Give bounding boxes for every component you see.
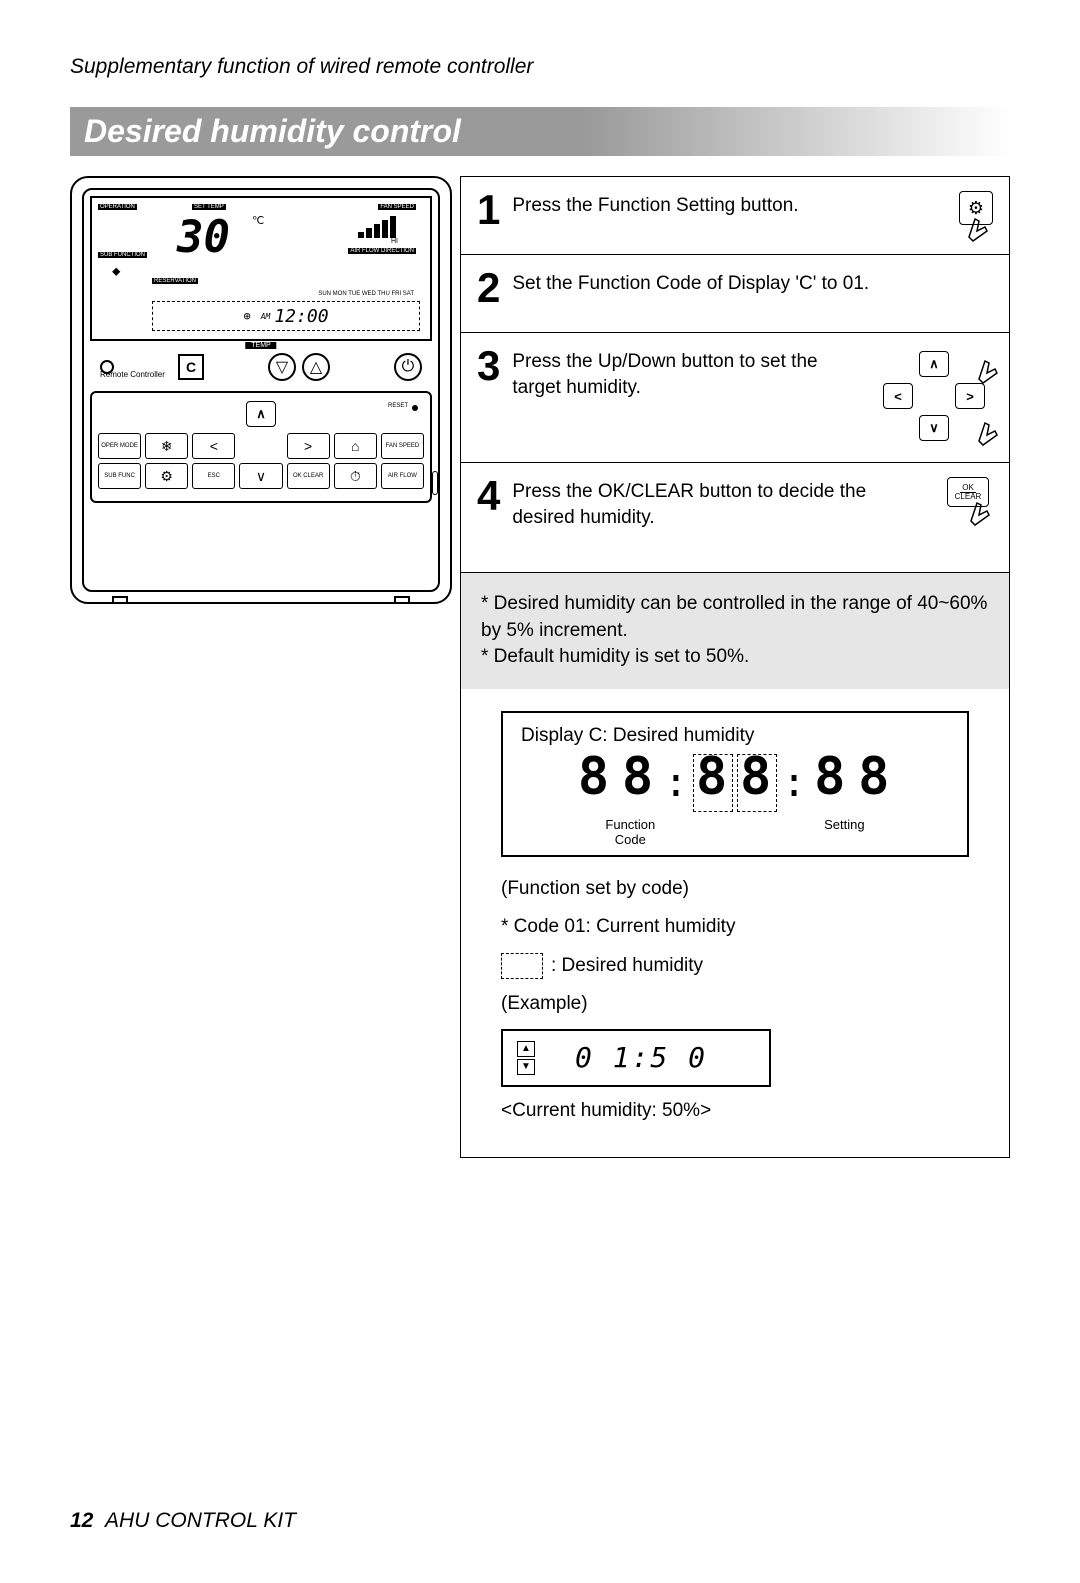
- step-2-number: 2: [477, 269, 500, 316]
- hand-pointer-icon: [959, 491, 999, 531]
- note-1: * Desired humidity can be controlled in …: [481, 591, 989, 644]
- remote-controller-label: Remote Controller: [100, 370, 165, 379]
- section-header: Supplementary function of wired remote c…: [70, 55, 1010, 79]
- display-c-section: Display C: Desired humidity : : Function…: [461, 689, 1009, 1158]
- hand-pointer-icon: [957, 207, 997, 247]
- ok-clear-button[interactable]: OK CLEAR: [287, 463, 330, 489]
- steps-panel: 1 Press the Function Setting button. ⚙ 2…: [460, 176, 1010, 1158]
- home-button[interactable]: ⌂: [334, 433, 377, 459]
- fan-speed-button[interactable]: FAN SPEED: [381, 433, 424, 459]
- reset-button[interactable]: [412, 405, 418, 411]
- hinge-right: [394, 596, 410, 604]
- degree-c: ℃: [252, 214, 264, 227]
- page-number: 12: [70, 1509, 93, 1532]
- step-3-number: 3: [477, 347, 500, 446]
- function-setting-button[interactable]: ⚙: [145, 463, 188, 489]
- seven-seg-display: : :: [521, 755, 949, 811]
- step-4-icon: OKCLEAR: [883, 477, 993, 556]
- sub-func-button[interactable]: SUB FUNC: [98, 463, 141, 489]
- dpad-left: <: [883, 383, 913, 409]
- example-arrow-icons: ▲▼: [517, 1041, 535, 1075]
- step-3-text: Press the Up/Down button to set the targ…: [512, 347, 851, 446]
- set-temp-label: SET TEMP: [192, 204, 226, 210]
- remote-illustration-col: OPERATION SET TEMP FAN SPEED SUB FUNCTIO…: [70, 176, 460, 1158]
- lcd-temp-value: 30: [177, 212, 230, 263]
- page-title: Desired humidity control: [70, 107, 1010, 156]
- remote-controller: OPERATION SET TEMP FAN SPEED SUB FUNCTIO…: [70, 176, 452, 604]
- note-2: * Default humidity is set to 50%.: [481, 644, 989, 671]
- step-4: 4 Press the OK/CLEAR button to decide th…: [461, 463, 1009, 573]
- example-box: ▲▼ 0 1:5 0: [501, 1029, 771, 1087]
- air-flow-button[interactable]: AIR FLOW: [381, 463, 424, 489]
- timer-button[interactable]: ⏱: [334, 463, 377, 489]
- function-code-label: Function Code: [605, 817, 655, 847]
- up-button[interactable]: ∧: [246, 401, 276, 427]
- example-caption: <Current humidity: 50%>: [501, 1097, 969, 1126]
- ir-window: [432, 471, 438, 495]
- vent-button[interactable]: ❄: [145, 433, 188, 459]
- temp-label: TEMP: [245, 342, 276, 349]
- page-footer: 12 AHU CONTROL KIT: [70, 1509, 296, 1533]
- air-flow-dir-label: AIR FLOW DIRECTION: [348, 248, 416, 254]
- remote-inner: OPERATION SET TEMP FAN SPEED SUB FUNCTIO…: [82, 188, 440, 592]
- step-3-icon: ∧ < > ∨: [863, 347, 993, 446]
- button-panel: RESET ∧ OPER MODE ❄ < > ⌂ FAN SPEED SUB …: [90, 391, 432, 503]
- step-4-number: 4: [477, 477, 500, 556]
- sub-function-label: SUB FUNCTION: [98, 252, 147, 258]
- desired-humidity-legend: : Desired humidity: [501, 952, 969, 981]
- reset-label: RESET: [388, 403, 408, 409]
- content-row: OPERATION SET TEMP FAN SPEED SUB FUNCTIO…: [70, 176, 1010, 1158]
- function-set-by-code: (Function set by code): [501, 875, 969, 904]
- step-1-icon: ⚙: [883, 191, 993, 238]
- step-1-number: 1: [477, 191, 500, 238]
- right-button[interactable]: >: [287, 433, 330, 459]
- left-button[interactable]: <: [192, 433, 235, 459]
- dashed-box-icon: [501, 953, 543, 979]
- hi-label: HI: [391, 238, 398, 245]
- hand-pointer-icon: [967, 349, 1007, 389]
- clock-display: ⊕ AM 12:00: [152, 301, 420, 331]
- fan-speed-bars: [358, 216, 416, 238]
- oper-mode-button[interactable]: OPER MODE: [98, 433, 141, 459]
- temp-up-button[interactable]: △: [302, 353, 330, 381]
- power-button[interactable]: ⏻: [394, 353, 422, 381]
- temp-down-button[interactable]: ▽: [268, 353, 296, 381]
- notes-box: * Desired humidity can be controlled in …: [461, 573, 1009, 689]
- hinge-left: [112, 596, 128, 604]
- step-1: 1 Press the Function Setting button. ⚙: [461, 177, 1009, 255]
- step-2: 2 Set the Function Code of Display 'C' t…: [461, 255, 1009, 333]
- c-display: C: [178, 354, 204, 380]
- setting-label: Setting: [824, 817, 864, 847]
- dpad-down: ∨: [919, 415, 949, 441]
- code-01-text: * Code 01: Current humidity: [501, 913, 969, 942]
- control-row-1: C ▽ △ ⏻: [90, 349, 432, 385]
- operation-label: OPERATION: [98, 204, 137, 210]
- footer-title: AHU CONTROL KIT: [105, 1509, 296, 1532]
- sub-func-icon: ⬥: [112, 264, 120, 279]
- example-value: 0 1:5 0: [575, 1041, 707, 1074]
- lcd-panel: OPERATION SET TEMP FAN SPEED SUB FUNCTIO…: [90, 196, 432, 341]
- dpad-up: ∧: [919, 351, 949, 377]
- esc-button[interactable]: ESC: [192, 463, 235, 489]
- fan-speed-label: FAN SPEED: [378, 204, 416, 210]
- down-button[interactable]: ∨: [239, 463, 282, 489]
- step-4-text: Press the OK/CLEAR button to decide the …: [512, 477, 871, 556]
- reservation-label: RESERVATION: [152, 278, 198, 284]
- example-label: (Example): [501, 990, 969, 1019]
- step-1-text: Press the Function Setting button.: [512, 191, 871, 238]
- hand-pointer-icon: [967, 411, 1007, 451]
- display-c-box: Display C: Desired humidity : : Function…: [501, 711, 969, 857]
- display-c-title: Display C: Desired humidity: [521, 725, 949, 747]
- step-2-text: Set the Function Code of Display 'C' to …: [512, 269, 993, 316]
- day-labels: SUN MON TUE WED THU FRI SAT: [318, 291, 414, 297]
- step-3: 3 Press the Up/Down button to set the ta…: [461, 333, 1009, 463]
- fc-labels: Function Code Setting: [521, 817, 949, 847]
